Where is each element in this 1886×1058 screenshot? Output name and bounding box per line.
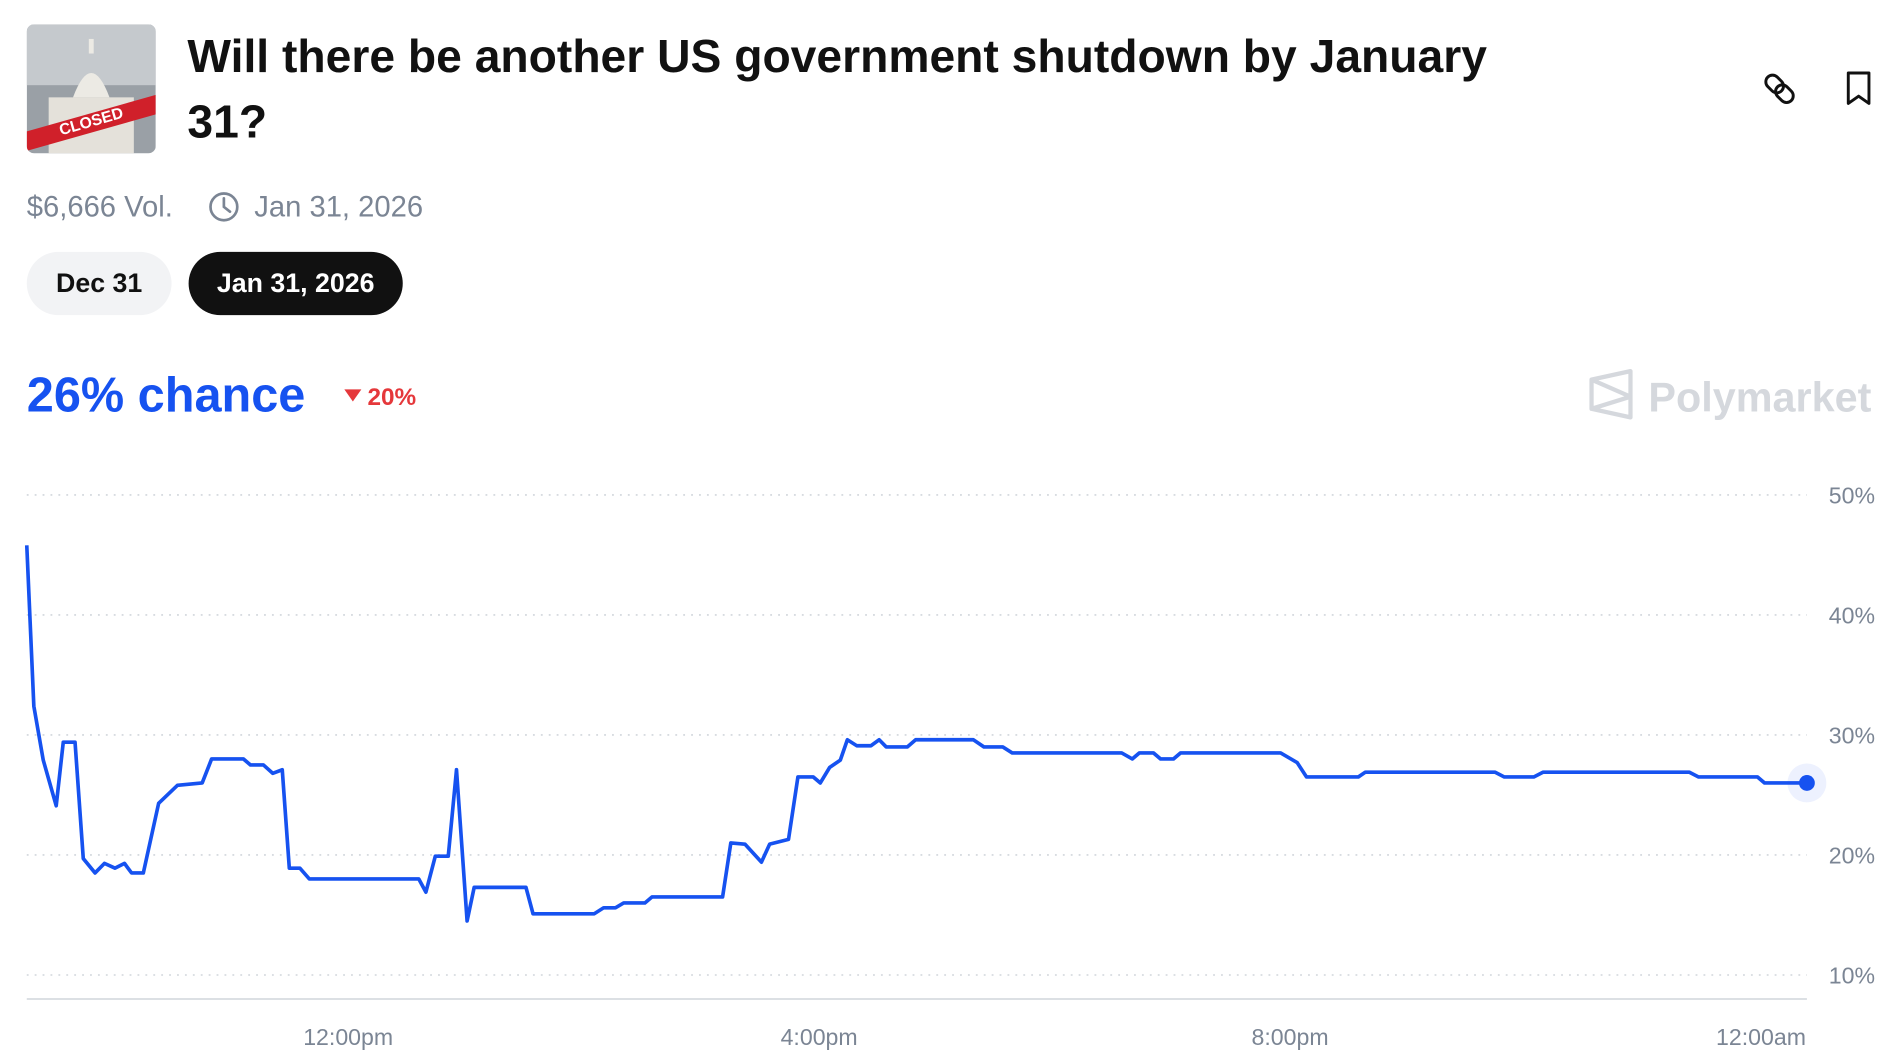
x-tick-label: 12:00am (1716, 1024, 1806, 1050)
title-box: Will there be another US government shut… (187, 31, 1487, 149)
tab-active[interactable] (188, 251, 403, 316)
end-date: Jan 31, 2026 (254, 192, 423, 224)
x-tick-label: 4:00pm (781, 1024, 858, 1050)
tab-label[interactable]: Dec 31 (56, 268, 142, 298)
down-arrow (344, 389, 362, 402)
brand: Polymarket (1648, 374, 1871, 420)
y-tick-label: 40% (1829, 602, 1875, 628)
chance: 26% chance (27, 368, 306, 422)
y-tick-label: 20% (1829, 842, 1875, 868)
volume: $6,666 Vol. (27, 192, 173, 224)
tab-label[interactable]: Jan 31, 2026 (217, 268, 375, 298)
y-tick-label: 50% (1829, 482, 1875, 508)
link-button[interactable] (1763, 72, 1796, 105)
change: 20% (367, 384, 416, 411)
brand-logo (1589, 368, 1633, 420)
end-dot (1799, 775, 1815, 791)
x-tick-label: 12:00pm (303, 1024, 393, 1050)
bookmark-button[interactable] (1846, 71, 1871, 105)
clock-hands (222, 197, 232, 214)
market-title: Will there be another US government shut… (187, 31, 1487, 149)
y-tick-label: 30% (1829, 722, 1875, 748)
clock-icon (209, 192, 239, 222)
tab[interactable] (26, 251, 172, 316)
x-tick-label: 8:00pm (1252, 1024, 1329, 1050)
price-line (24, 545, 1807, 923)
y-tick-label: 10% (1829, 962, 1875, 988)
market-image: CLOSED (26, 24, 156, 154)
